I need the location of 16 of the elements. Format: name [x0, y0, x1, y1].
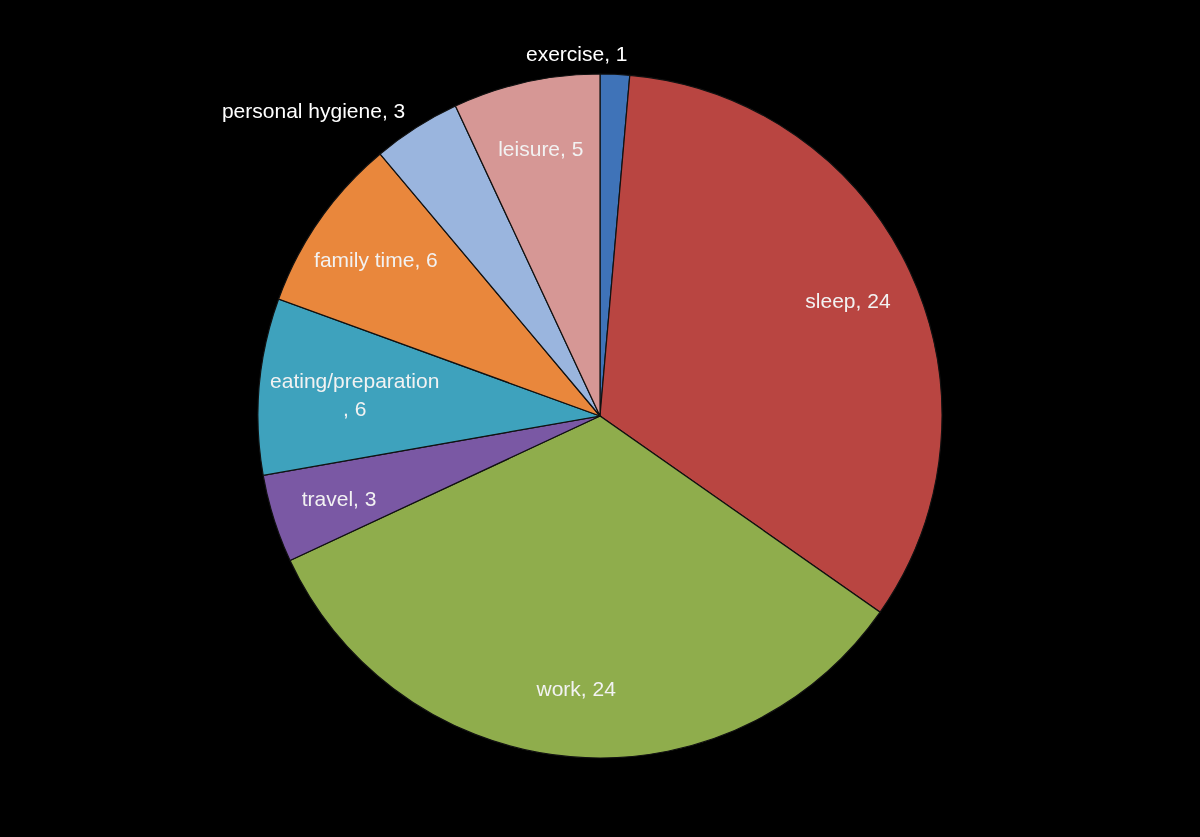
slice-label: leisure: [498, 137, 561, 161]
slice-label: work: [535, 677, 582, 701]
slice-label: family time: [314, 247, 415, 271]
data-label: , 5: [560, 137, 584, 161]
slice-label: personal hygiene: [221, 98, 382, 122]
data-label: , 3: [353, 486, 377, 510]
data-label: , 6: [414, 247, 438, 271]
data-label: , 24: [580, 677, 617, 701]
data-label: , 1: [604, 42, 628, 66]
data-label: , 3: [381, 98, 406, 122]
slice-label: eating/preparation: [270, 369, 440, 393]
slice-label: exercise: [525, 42, 605, 66]
data-label: , 6: [343, 396, 367, 420]
data-label: , 24: [855, 288, 891, 312]
slice-label: travel: [301, 486, 354, 510]
slice-label: sleep: [805, 288, 856, 312]
